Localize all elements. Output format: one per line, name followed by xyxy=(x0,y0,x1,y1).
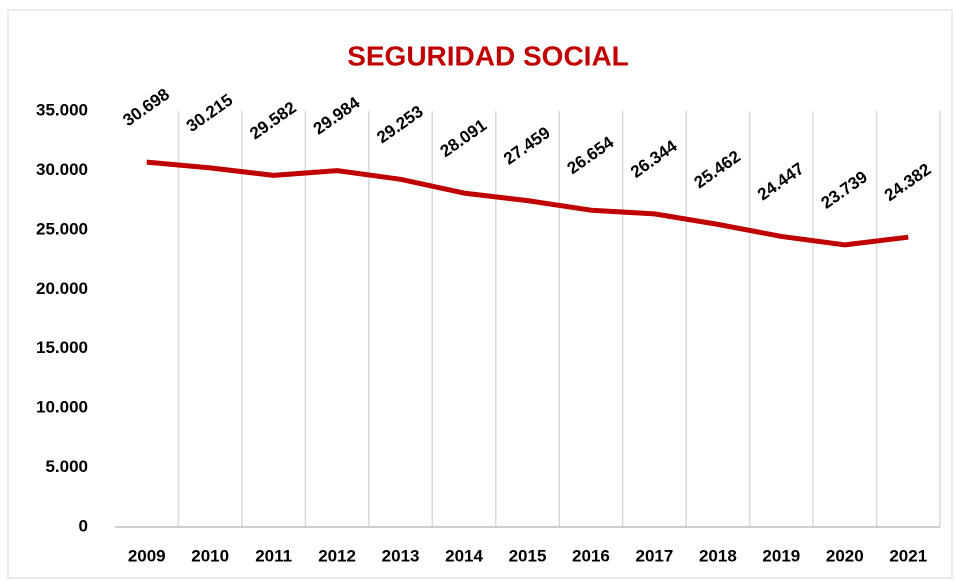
y-tick-label: 30.000 xyxy=(36,160,88,179)
chart-title: SEGURIDAD SOCIAL xyxy=(347,40,629,71)
y-tick-label: 10.000 xyxy=(36,398,88,417)
x-tick-label: 2014 xyxy=(445,546,483,565)
x-tick-label: 2017 xyxy=(636,546,674,565)
y-tick-label: 20.000 xyxy=(36,279,88,298)
x-tick-label: 2010 xyxy=(191,546,229,565)
x-tick-label: 2009 xyxy=(128,546,166,565)
y-tick-label: 15.000 xyxy=(36,338,88,357)
x-tick-label: 2021 xyxy=(889,546,927,565)
x-tick-label: 2018 xyxy=(699,546,737,565)
chart-border xyxy=(7,9,953,579)
y-tick-label: 35.000 xyxy=(36,100,88,119)
y-tick-label: 5.000 xyxy=(45,457,88,476)
line xyxy=(146,159,909,248)
x-tick-label: 2011 xyxy=(255,546,292,565)
x-tick-label: 2020 xyxy=(826,546,864,565)
y-tick-label: 25.000 xyxy=(36,219,88,238)
x-tick-label: 2019 xyxy=(762,546,800,565)
x-tick-label: 2016 xyxy=(572,546,610,565)
x-tick-label: 2015 xyxy=(509,546,547,565)
x-tick-label: 2012 xyxy=(318,546,356,565)
y-tick-label: 0 xyxy=(79,516,88,535)
x-tick-label: 2013 xyxy=(382,546,420,565)
